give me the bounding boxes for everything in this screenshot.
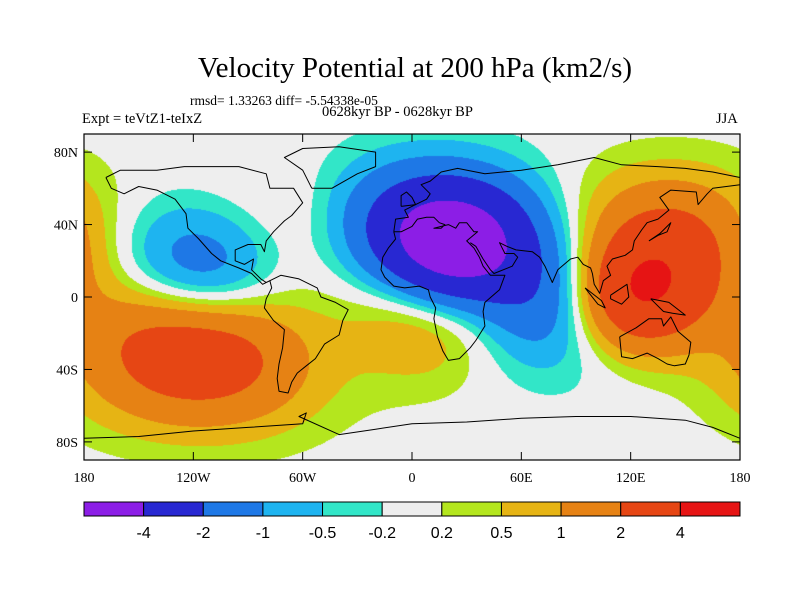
colorbar-swatch [322, 501, 383, 517]
colorbar-swatch [143, 501, 204, 517]
colorbar-swatch [620, 501, 681, 517]
coastline-3 [393, 157, 741, 232]
coastline-7 [610, 283, 630, 305]
colorbar-label: 0.5 [490, 525, 512, 542]
colorbar-swatch [500, 501, 562, 517]
coastline-4 [470, 184, 741, 294]
colorbar-label: -2 [196, 525, 210, 542]
colorbar-label: -0.5 [309, 525, 337, 542]
coastline-5 [619, 316, 692, 367]
colorbar-swatch [679, 501, 741, 517]
colorbar: -4 -2 -1 -0.5 -0.2 0.2 0.5 1 2 4 [83, 501, 741, 542]
coastline-1 [263, 274, 349, 394]
lon-tick-label: 0 [409, 471, 416, 486]
colorbar-label: 4 [676, 525, 685, 542]
coastline-11 [400, 191, 417, 207]
coastlines [83, 146, 741, 439]
map-frame [83, 133, 741, 461]
chart-title: Velocity Potential at 200 hPa (km2/s) [197, 52, 633, 84]
coastline-2 [380, 216, 506, 361]
colorbar-swatch [262, 501, 324, 517]
colorbar-label: -4 [137, 525, 151, 542]
stats-line: rmsd= 1.33263 diff= -5.54338e-05 [190, 93, 378, 108]
lat-tick-label: 80N [54, 146, 78, 161]
coastline-10 [283, 146, 377, 189]
colorbar-swatch [83, 501, 145, 517]
colorbar-swatch [381, 501, 443, 517]
lon-tick-label: 120E [616, 471, 646, 486]
experiment-label: Expt = teVtZ1-teIxZ [82, 111, 203, 127]
lat-tick-label: 80S [56, 436, 78, 451]
colorbar-swatch [560, 501, 622, 517]
colorbar-label: -1 [256, 525, 270, 542]
lat-tick-label: 40S [56, 363, 78, 378]
velocity-potential-field [84, 134, 740, 460]
colorbar-label: 2 [616, 525, 625, 542]
lon-tick-label: 120W [176, 471, 211, 486]
coastline-9 [83, 412, 741, 439]
colorbar-label: -0.2 [368, 525, 396, 542]
lat-ticks: 80N 40N 0 40S 80S [54, 146, 740, 451]
colorbar-swatch [441, 501, 502, 517]
lat-tick-label: 40N [54, 219, 78, 234]
lon-tick-label: 60W [289, 471, 317, 486]
coastline-8 [650, 298, 686, 316]
coastline-0 [105, 166, 304, 285]
colorbar-label: 0.2 [431, 525, 453, 542]
lon-tick-label: 180 [730, 471, 751, 486]
coastline-6 [584, 287, 606, 309]
period-label: 0628kyr BP - 0628kyr BP [322, 104, 473, 120]
lon-tick-label: 180 [74, 471, 95, 486]
lon-ticks: 180 120W 60W 0 60E 120E 180 [74, 134, 751, 486]
lon-tick-label: 60E [510, 471, 533, 486]
coastline-12 [648, 222, 672, 242]
season-label: JJA [716, 111, 738, 127]
colorbar-label: 1 [557, 525, 566, 542]
colorbar-swatch [202, 501, 264, 517]
lat-tick-label: 0 [71, 291, 78, 306]
